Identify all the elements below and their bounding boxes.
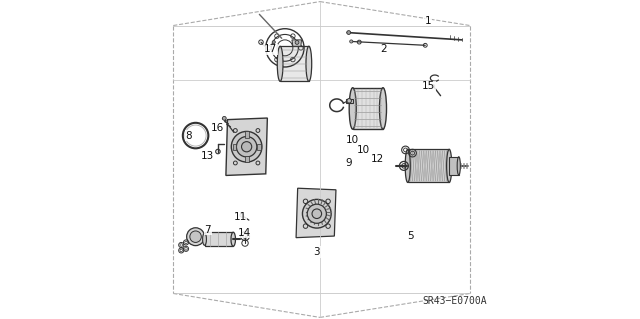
Text: 2: 2 [381, 44, 387, 55]
Circle shape [222, 116, 226, 120]
Circle shape [241, 142, 252, 152]
Circle shape [312, 209, 321, 219]
Ellipse shape [380, 88, 387, 129]
Circle shape [240, 213, 244, 217]
Text: 3: 3 [314, 247, 320, 257]
Circle shape [190, 231, 202, 242]
Text: 12: 12 [371, 154, 384, 165]
Text: 5: 5 [408, 231, 414, 241]
Text: SR43−E0700A: SR43−E0700A [422, 296, 486, 306]
Circle shape [272, 41, 275, 44]
Ellipse shape [457, 157, 460, 175]
Bar [280, 46, 309, 81]
Polygon shape [226, 118, 268, 175]
Text: 16: 16 [211, 122, 224, 133]
Bar [244, 156, 248, 162]
Text: 13: 13 [201, 151, 214, 161]
Circle shape [347, 31, 351, 34]
Text: 11: 11 [234, 212, 247, 222]
Text: 14: 14 [237, 228, 251, 238]
Polygon shape [296, 188, 336, 238]
Bar [257, 144, 260, 150]
Ellipse shape [277, 46, 283, 81]
Text: 1: 1 [425, 16, 432, 26]
Text: 8: 8 [185, 130, 192, 141]
Ellipse shape [203, 233, 207, 245]
Ellipse shape [306, 46, 312, 81]
Bar [232, 144, 236, 150]
Circle shape [187, 228, 205, 246]
Text: 7: 7 [204, 225, 211, 235]
Circle shape [431, 85, 435, 88]
Bar [449, 157, 459, 175]
Text: 17: 17 [264, 44, 277, 55]
Bar [244, 131, 248, 138]
Ellipse shape [405, 149, 410, 182]
Text: 10: 10 [346, 135, 358, 145]
Circle shape [236, 137, 257, 157]
Ellipse shape [349, 88, 356, 129]
Circle shape [231, 131, 262, 162]
Text: 10: 10 [356, 145, 370, 155]
Bar [205, 232, 233, 246]
Circle shape [349, 40, 353, 43]
Polygon shape [292, 40, 301, 46]
Circle shape [295, 41, 299, 44]
Text: 15: 15 [422, 81, 435, 91]
Polygon shape [346, 99, 353, 103]
Circle shape [303, 199, 331, 228]
Bar [408, 149, 449, 182]
Bar [353, 88, 383, 129]
Circle shape [307, 204, 326, 223]
Text: 9: 9 [346, 158, 352, 168]
Ellipse shape [447, 149, 452, 182]
Ellipse shape [231, 232, 236, 246]
Circle shape [347, 99, 351, 103]
